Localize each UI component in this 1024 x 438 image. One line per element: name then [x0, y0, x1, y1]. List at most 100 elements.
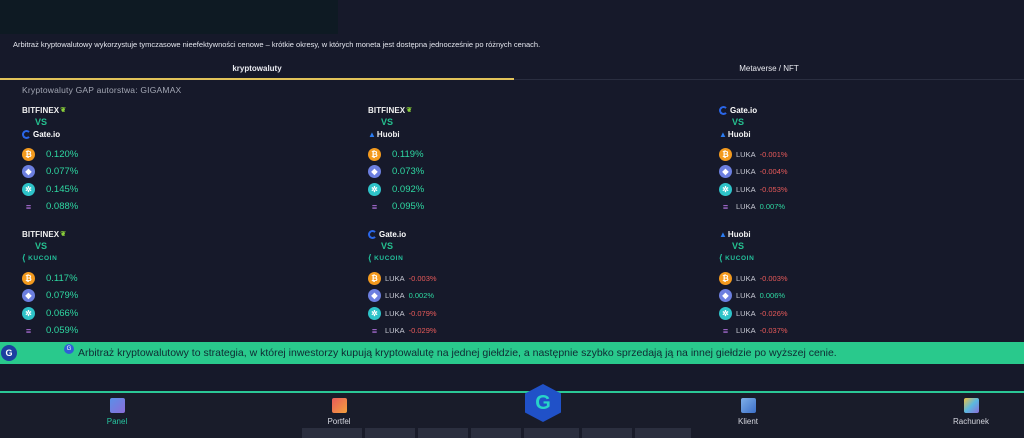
- gap-value: 0.117%: [46, 273, 78, 285]
- btc-icon: ₿: [368, 148, 381, 162]
- nav-portfel[interactable]: Portfel: [299, 398, 379, 426]
- gap-value: -0.004%: [759, 167, 788, 177]
- gap-value: 0.092%: [392, 183, 425, 195]
- ghost-bar: [302, 428, 362, 438]
- exchange-bitfinex: BITFINEX ❦: [368, 105, 413, 115]
- gap-value: 0.002%: [408, 291, 435, 301]
- btc-icon: ₿: [22, 148, 35, 162]
- leaf-icon: ❦: [60, 231, 67, 238]
- wallet-icon: [331, 398, 347, 413]
- luka-label: LUKA: [385, 308, 405, 318]
- sol-icon: ≡: [25, 201, 32, 212]
- gap-rows: ₿ LUKA -0.001% ◆ LUKA -0.004% ✲ LUKA -0.053% ≡ LUK…: [719, 146, 919, 215]
- nav-portfel-label: Portfel: [327, 417, 351, 426]
- gap-row: ◆ 0.079%: [22, 287, 222, 304]
- vs-icon: VS: [381, 117, 394, 127]
- gap-row: ✲ 0.145%: [22, 181, 222, 198]
- gap-rows: ₿ LUKA -0.003% ◆ LUKA 0.002% ✲ LUKA -0.079% ≡ LUKA…: [368, 270, 568, 339]
- gap-row: ✲ 0.066%: [22, 305, 222, 322]
- luka-label: LUKA: [736, 202, 756, 212]
- ghost-bar: [582, 428, 632, 438]
- gap-value: 0.145%: [46, 183, 79, 195]
- kucoin-logo-icon: ⟨: [719, 252, 724, 263]
- exchange-gateio: Gate.io: [719, 104, 919, 116]
- gap-rows: ₿ LUKA -0.003% ◆ LUKA 0.006% ✲ LUKA -0.026% ≡ LUKA…: [719, 270, 919, 339]
- category-tabs: kryptowaluty Metaverse / NFT: [0, 58, 1024, 80]
- luka-label: LUKA: [385, 326, 405, 336]
- gap-section-title: Kryptowaluty GAP autorstwa: GIGAMAX: [22, 85, 182, 95]
- luka-label: LUKA: [736, 308, 756, 318]
- vs-icon: VS: [381, 241, 394, 251]
- ticker-text: Arbitraż kryptowalutowy to strategia, w …: [78, 347, 837, 359]
- atom-icon: ✲: [22, 306, 35, 320]
- tab-metaverse-nft[interactable]: Metaverse / NFT: [514, 58, 1024, 80]
- ghost-bar: [635, 428, 691, 438]
- vs-icon: VS: [732, 117, 745, 127]
- exchange-huobi: ▲ Huobi: [719, 129, 751, 139]
- eth-icon: ◆: [22, 165, 35, 179]
- gap-row: ✲ LUKA -0.079%: [368, 305, 568, 322]
- exchange-bitfinex: BITFINEX ❦: [22, 105, 67, 115]
- gap-row: ≡ LUKA -0.037%: [719, 322, 919, 339]
- vs-icon: VS: [35, 117, 48, 127]
- nav-klient[interactable]: Klient: [708, 398, 788, 426]
- flame-icon: ▲: [719, 229, 727, 239]
- gap-row: ≡ 0.059%: [22, 322, 222, 339]
- exchange-huobi: ▲ Huobi: [368, 129, 400, 139]
- vs-icon: VS: [35, 241, 48, 251]
- gap-value: 0.006%: [759, 291, 786, 301]
- exchange-gateio: Gate.io: [368, 228, 568, 240]
- ghost-bar: [471, 428, 521, 438]
- gap-row: ≡ 0.088%: [22, 198, 222, 215]
- gap-row: ◆ LUKA -0.004%: [719, 163, 919, 180]
- news-ticker: G G Arbitraż kryptowalutowy to strategia…: [0, 342, 1024, 364]
- gap-row: ✲ LUKA -0.026%: [719, 305, 919, 322]
- btc-icon: ₿: [368, 272, 381, 286]
- gap-row: ◆ 0.077%: [22, 163, 222, 180]
- gap-value: 0.088%: [46, 201, 79, 213]
- gigamax-hex-icon: G: [525, 384, 561, 422]
- gap-value: -0.029%: [408, 326, 437, 336]
- gap-value: 0.073%: [392, 166, 425, 178]
- leaf-icon: ❦: [60, 107, 67, 114]
- intro-text: Arbitraż kryptowalutowy wykorzystuje tym…: [13, 40, 541, 49]
- exchange-bitfinex: BITFINEX ❦: [22, 229, 67, 239]
- eth-icon: ◆: [719, 165, 732, 179]
- eth-icon: ◆: [368, 289, 381, 303]
- luka-label: LUKA: [736, 150, 756, 160]
- tab-kryptowaluty[interactable]: kryptowaluty: [0, 58, 514, 80]
- gap-value: -0.003%: [759, 274, 788, 284]
- exchange-pair-card: BITFINEX ❦ VS Gate.io ₿ 0.120% ◆ 0.077% ✲ 0.145% ≡…: [22, 104, 222, 215]
- luka-label: LUKA: [736, 291, 756, 301]
- flame-icon: ▲: [719, 129, 727, 139]
- atom-icon: ✲: [22, 182, 35, 196]
- exchange-pair-card: ▲ Huobi VS ⟨ KUCOIN ₿ LUKA -0.003% ◆ LUKA 0.006% ✲ L…: [719, 228, 919, 339]
- nav-panel[interactable]: Panel: [77, 398, 157, 426]
- btc-icon: ₿: [719, 272, 732, 286]
- gap-value: 0.007%: [759, 202, 786, 212]
- sol-icon: ≡: [371, 325, 378, 336]
- gap-row: ₿ 0.119%: [368, 146, 568, 163]
- gap-value: -0.026%: [759, 308, 788, 318]
- luka-label: LUKA: [736, 167, 756, 177]
- kucoin-logo-icon: ⟨: [368, 252, 373, 263]
- atom-icon: ✲: [368, 182, 381, 196]
- gap-row: ₿ 0.117%: [22, 270, 222, 287]
- ghost-bar: [418, 428, 468, 438]
- client-icon: [740, 398, 756, 413]
- gateio-logo-icon: [719, 105, 728, 115]
- gap-rows: ₿ 0.119% ◆ 0.073% ✲ 0.092% ≡ 0.095%: [368, 146, 568, 215]
- gap-value: 0.079%: [46, 290, 79, 302]
- exchange-pair-card: BITFINEX ❦ VS ▲ Huobi ₿ 0.119% ◆ 0.073% ✲ 0.092% ≡ 0…: [368, 104, 568, 215]
- gap-value: -0.053%: [759, 184, 788, 194]
- gap-row: ✲ LUKA -0.053%: [719, 181, 919, 198]
- account-icon: [963, 398, 979, 413]
- center-home-button[interactable]: G: [525, 384, 561, 422]
- ghost-bar: [524, 428, 579, 438]
- nav-rachunek[interactable]: Rachunek: [931, 398, 1011, 426]
- gap-row: ◆ 0.073%: [368, 163, 568, 180]
- sol-icon: ≡: [722, 325, 729, 336]
- gap-value: 0.119%: [392, 149, 424, 161]
- ghost-bar: [365, 428, 415, 438]
- luka-label: LUKA: [736, 274, 756, 284]
